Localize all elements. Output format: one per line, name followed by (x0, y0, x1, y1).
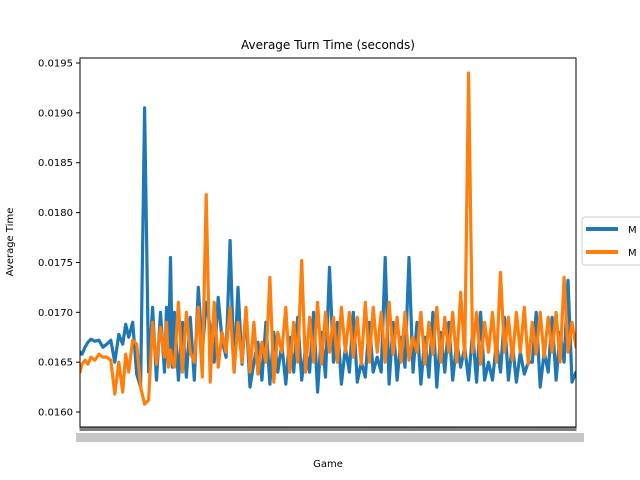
y-tick-label-0: 0.0160 (38, 408, 73, 419)
y-tick-label-5: 0.0185 (38, 158, 73, 169)
x-axis-label: Game (313, 459, 343, 470)
plot-area: 0.0160 0.0165 0.0170 0.0175 0.0180 0.0185 0.01… (38, 57, 584, 442)
y-tick-label-2: 0.0170 (38, 308, 73, 319)
series-line-2 (80, 71, 576, 406)
y-tick-label-4: 0.0180 (38, 208, 73, 219)
x-tick-marks (79, 427, 577, 431)
plot-frame (79, 57, 577, 428)
legend-label-series-2: M (628, 248, 637, 259)
y-tick-label-3: 0.0175 (38, 258, 73, 269)
y-tick-label-7: 0.0195 (38, 58, 73, 69)
x-tick-labels-overlapped (76, 433, 584, 442)
legend: M M (581, 216, 640, 266)
chart-title: Average Turn Time (seconds) (241, 38, 415, 52)
y-tick-label-1: 0.0165 (38, 358, 73, 369)
y-tick-label-6: 0.0190 (38, 108, 73, 119)
legend-label-series-1: M (628, 225, 637, 236)
y-axis-label: Average Time (5, 208, 16, 277)
